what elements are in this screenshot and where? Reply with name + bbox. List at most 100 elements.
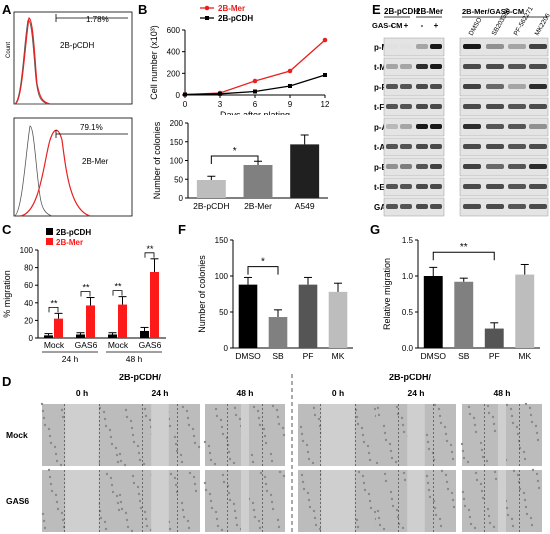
- cell-speckle: [270, 459, 274, 463]
- cell-speckle: [256, 409, 260, 413]
- blot-band: [529, 144, 547, 149]
- blot-band: [430, 104, 442, 109]
- blot-strip: [383, 77, 445, 97]
- wound-gap: [407, 470, 425, 532]
- blot-band: [386, 104, 398, 109]
- group-header: 2B-pCDH/: [389, 374, 431, 382]
- cell-speckle: [214, 510, 218, 514]
- x-tick-label: 2B-pCDH: [193, 201, 229, 211]
- cell-speckle: [389, 490, 393, 494]
- cell-speckle: [234, 516, 238, 520]
- cell-speckle: [227, 450, 231, 454]
- data-point: [252, 78, 258, 84]
- legend-label: 2B-pCDH: [56, 228, 91, 237]
- gas-sign: +: [434, 21, 439, 30]
- cell-speckle: [259, 471, 263, 475]
- blot-band: [529, 204, 547, 209]
- y-tick-label: 40: [24, 299, 33, 308]
- blot-band: [400, 44, 412, 49]
- panel-d-wound-healing: 2B-pCDH/2B-pCDH/0 h 24 h 48 h 0 h 24 h 48 h Mo…: [6, 374, 542, 534]
- blot-strip: [383, 37, 445, 57]
- cell-speckle: [312, 509, 316, 513]
- y-tick-label: 100: [20, 246, 34, 255]
- y-tick-label: 1.5: [402, 236, 414, 245]
- histogram-bottom: 79.1% 2B-Mer: [13, 117, 133, 217]
- significance-bracket: [80, 291, 91, 297]
- cell-speckle: [187, 423, 191, 427]
- cell-speckle: [366, 444, 370, 448]
- bar: [150, 272, 159, 338]
- y-tick-label: 400: [167, 48, 181, 57]
- cell-speckle: [144, 414, 148, 418]
- panel-label-c: C: [2, 222, 12, 237]
- cell-speckle: [537, 486, 541, 490]
- significance-bracket: [247, 266, 279, 275]
- cell-speckle: [111, 490, 115, 494]
- data-point: [288, 84, 292, 88]
- cell-speckle: [62, 525, 66, 529]
- legend-label: 2B-Mer: [56, 238, 83, 247]
- wound-gap: [407, 404, 425, 466]
- cell-speckle: [130, 529, 134, 533]
- cell-speckle: [213, 462, 217, 466]
- y-tick-label: 150: [215, 236, 229, 245]
- wound-gap: [241, 470, 249, 532]
- significance-marker: **: [82, 283, 90, 293]
- panel-label-g: G: [370, 222, 381, 237]
- cell-speckle: [491, 415, 495, 419]
- x-tick-label: SB: [458, 351, 470, 361]
- cell-speckle: [215, 517, 219, 521]
- bar: [44, 335, 53, 338]
- cell-speckle: [197, 445, 201, 449]
- blot-band: [463, 124, 481, 129]
- gas-sign: -: [391, 21, 394, 30]
- cell-speckle: [438, 517, 442, 521]
- significance-bracket: [112, 290, 123, 296]
- cell-speckle: [252, 508, 256, 512]
- cell-speckle: [115, 494, 119, 498]
- cell-speckle: [300, 473, 304, 477]
- cell-speckle: [262, 427, 266, 431]
- cell-speckle: [179, 453, 183, 457]
- cell-speckle: [219, 418, 223, 422]
- cell-speckle: [486, 404, 490, 408]
- cell-speckle: [264, 482, 268, 486]
- cell-speckle: [137, 492, 141, 496]
- legend-swatch: [46, 228, 53, 235]
- pct-top: 1.78%: [86, 15, 109, 24]
- cell-speckle: [110, 442, 114, 446]
- cell-speckle: [235, 523, 239, 527]
- blot-band: [430, 144, 442, 149]
- cell-speckle: [203, 440, 207, 444]
- cell-speckle: [148, 418, 152, 422]
- x-tick-label: MK: [332, 351, 345, 361]
- blot-band: [463, 44, 481, 49]
- cell-speckle: [102, 410, 106, 414]
- cell-speckle: [193, 441, 197, 445]
- cell-speckle: [138, 458, 142, 462]
- cell-speckle: [451, 457, 455, 461]
- label-bottom: 2B-Mer: [82, 157, 109, 166]
- cell-speckle: [232, 461, 236, 465]
- cell-speckle: [125, 518, 129, 522]
- cell-speckle: [516, 473, 520, 477]
- cell-speckle: [530, 420, 534, 424]
- cell-speckle: [536, 479, 540, 483]
- cell-speckle: [487, 411, 491, 415]
- cell-speckle: [257, 416, 261, 420]
- cell-speckle: [215, 414, 219, 418]
- blot-band: [400, 124, 412, 129]
- cell-speckle: [54, 493, 58, 497]
- cell-speckle: [222, 480, 226, 484]
- cell-speckle: [214, 407, 218, 411]
- cell-speckle: [123, 463, 127, 467]
- bar: [484, 328, 504, 348]
- blot-band: [463, 84, 481, 89]
- cell-speckle: [510, 517, 514, 521]
- cell-speckle: [173, 476, 177, 480]
- blot-band: [400, 204, 412, 209]
- cell-speckle: [227, 491, 231, 495]
- cell-speckle: [531, 468, 535, 472]
- bar: [54, 318, 63, 338]
- cell-speckle: [505, 506, 509, 510]
